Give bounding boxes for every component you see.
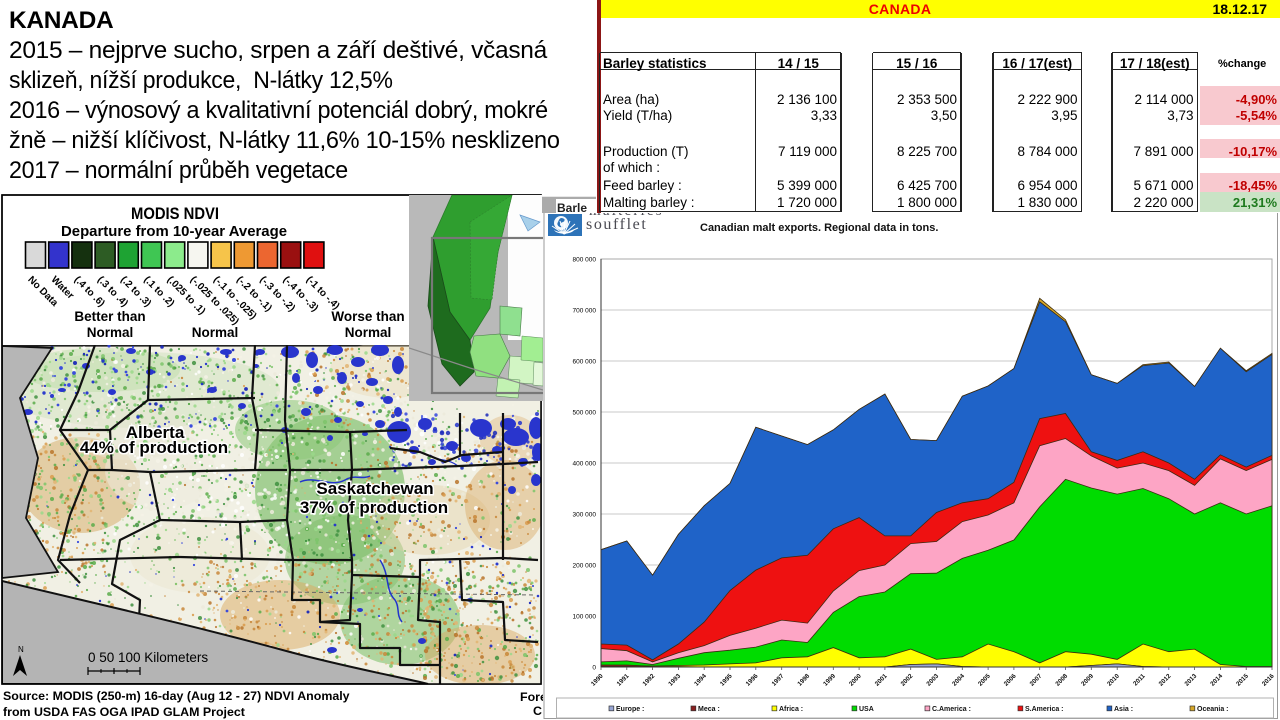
svg-text:Europe :: Europe : bbox=[616, 706, 644, 713]
svg-text:Canadian malt exports. Regiona: Canadian malt exports. Regional data in … bbox=[700, 222, 938, 234]
svg-text:300 000: 300 000 bbox=[573, 512, 597, 519]
svg-text:Oceania :: Oceania : bbox=[1197, 706, 1229, 713]
svg-text:Departure from 10-year Average: Departure from 10-year Average bbox=[61, 224, 287, 240]
svg-text:100 000: 100 000 bbox=[573, 614, 597, 621]
svg-text:400 000: 400 000 bbox=[573, 461, 597, 468]
svg-text:800 000: 800 000 bbox=[573, 257, 597, 264]
svg-text:Asia :: Asia : bbox=[1114, 706, 1133, 713]
svg-text:Normal: Normal bbox=[192, 325, 239, 340]
svg-text:500 000: 500 000 bbox=[573, 410, 597, 417]
svg-text:Africa :: Africa : bbox=[779, 706, 803, 713]
svg-text:Saskatchewan: Saskatchewan bbox=[316, 479, 433, 498]
svg-text:600 000: 600 000 bbox=[573, 359, 597, 366]
svg-text:N: N bbox=[18, 645, 24, 654]
svg-text:Meca :: Meca : bbox=[698, 706, 720, 713]
svg-text:Worse than: Worse than bbox=[331, 309, 404, 324]
svg-text:0 50 100 Kilometers: 0 50 100 Kilometers bbox=[88, 650, 208, 665]
svg-text:37% of production: 37% of production bbox=[300, 498, 448, 517]
svg-text:200 000: 200 000 bbox=[573, 563, 597, 570]
svg-text:C.America :: C.America : bbox=[932, 706, 971, 713]
svg-text:0: 0 bbox=[592, 665, 596, 672]
svg-text:MODIS NDVI: MODIS NDVI bbox=[131, 205, 219, 223]
svg-text:Normal: Normal bbox=[87, 325, 134, 340]
svg-text:44% of production: 44% of production bbox=[80, 438, 228, 457]
svg-text:S.America :: S.America : bbox=[1025, 706, 1064, 713]
svg-text:Source: MODIS (250-m) 16-day (: Source: MODIS (250-m) 16-day (Aug 12 - 2… bbox=[3, 689, 350, 703]
svg-text:Normal: Normal bbox=[345, 325, 392, 340]
svg-text:Alberta: Alberta bbox=[126, 423, 185, 442]
svg-text:C: C bbox=[533, 704, 542, 718]
svg-text:Fore: Fore bbox=[520, 690, 543, 704]
svg-text:from USDA FAS OGA IPAD GLAM Pr: from USDA FAS OGA IPAD GLAM Project bbox=[3, 705, 245, 719]
svg-text:USA: USA bbox=[859, 706, 874, 713]
svg-text:Better than: Better than bbox=[74, 309, 145, 324]
svg-text:700 000: 700 000 bbox=[573, 308, 597, 315]
